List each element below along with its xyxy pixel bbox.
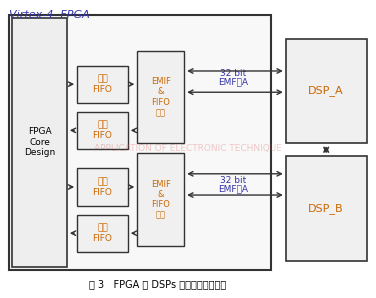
FancyBboxPatch shape xyxy=(137,51,184,143)
Text: EMF－A: EMF－A xyxy=(218,185,248,194)
FancyBboxPatch shape xyxy=(12,18,67,267)
Text: APPLICATION OF ELECTRONIC TECHNIQUE: APPLICATION OF ELECTRONIC TECHNIQUE xyxy=(94,145,282,153)
FancyBboxPatch shape xyxy=(77,215,128,252)
Text: 发送
FIFO: 发送 FIFO xyxy=(92,121,112,140)
FancyBboxPatch shape xyxy=(9,15,271,270)
Text: 32 bit: 32 bit xyxy=(220,176,246,185)
Text: 32 bit: 32 bit xyxy=(220,69,246,77)
FancyBboxPatch shape xyxy=(137,153,184,246)
FancyBboxPatch shape xyxy=(77,112,128,149)
Text: EMF－A: EMF－A xyxy=(218,77,248,86)
Text: 接收
FIFO: 接收 FIFO xyxy=(92,74,112,94)
FancyBboxPatch shape xyxy=(286,39,367,143)
FancyBboxPatch shape xyxy=(77,168,128,206)
Text: EMIF
&
FIFO
控制: EMIF & FIFO 控制 xyxy=(151,180,171,220)
FancyBboxPatch shape xyxy=(77,66,128,103)
Text: 发送
FIFO: 发送 FIFO xyxy=(92,224,112,243)
Text: EMIF
&
FIFO
控制: EMIF & FIFO 控制 xyxy=(151,77,171,117)
FancyBboxPatch shape xyxy=(286,156,367,261)
Text: 接收
FIFO: 接收 FIFO xyxy=(92,177,112,197)
Text: DSP_A: DSP_A xyxy=(308,86,344,96)
Text: Virtex-4  FPGA: Virtex-4 FPGA xyxy=(9,10,90,21)
Text: FPGA
Core
Design: FPGA Core Design xyxy=(24,128,55,157)
Text: DSP_B: DSP_B xyxy=(308,203,344,214)
Text: 图 3   FPGA 与 DSPs 间的数据通信方式: 图 3 FPGA 与 DSPs 间的数据通信方式 xyxy=(89,280,227,290)
